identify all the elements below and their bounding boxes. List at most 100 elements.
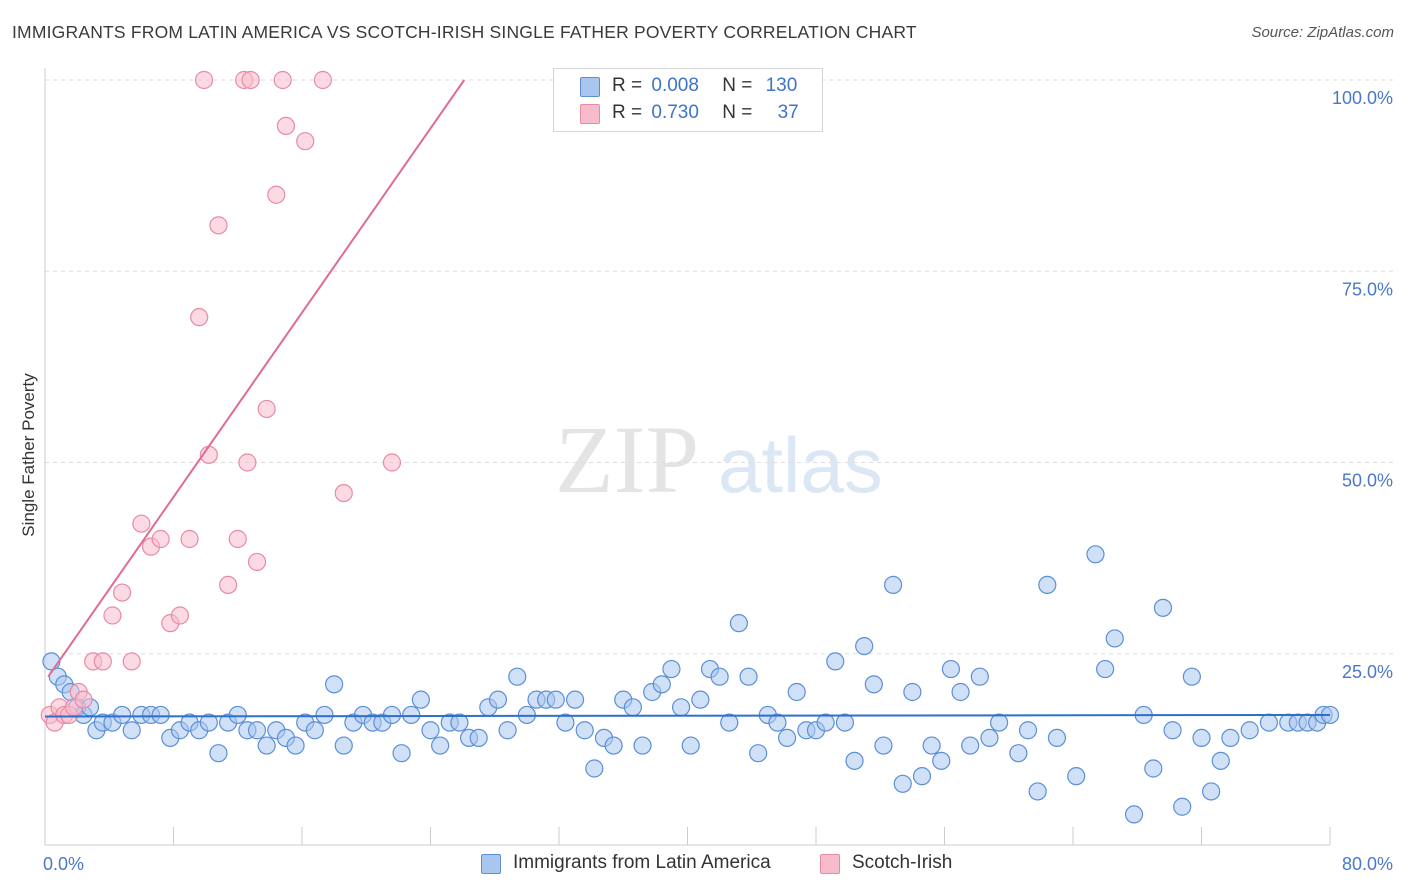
latin-america-point <box>720 713 739 732</box>
scotch-irish-point <box>257 399 276 419</box>
chart-title: IMMIGRANTS FROM LATIN AMERICA VS SCOTCH-… <box>12 22 917 42</box>
latin-america-point <box>1009 744 1028 763</box>
watermark-atlas: atlas <box>718 421 883 509</box>
n-value: 130 <box>765 75 798 96</box>
scotch-irish-point <box>382 453 402 472</box>
scotch-irish-point <box>241 70 260 90</box>
latin-america-point <box>826 652 845 671</box>
latin-america-point <box>431 736 450 755</box>
latin-america-point <box>392 744 411 763</box>
scotch-irish-point <box>334 484 353 503</box>
trend-line-latin-america <box>44 713 1331 718</box>
trend-line-scotch-irish <box>47 79 466 678</box>
legend-swatch-blue <box>481 854 501 874</box>
latin-america-point <box>980 728 999 748</box>
latin-america-point <box>681 736 700 755</box>
gridlines <box>45 79 1395 655</box>
r-label: R = <box>612 102 643 123</box>
scotch-irish-point <box>273 70 292 90</box>
scotch-irish-point <box>93 652 112 671</box>
latin-america-point <box>1086 545 1105 564</box>
latin-america-point <box>1096 659 1115 679</box>
latin-america-point <box>1182 667 1201 686</box>
scotch-irish-point <box>103 606 122 625</box>
legend-swatch-blue <box>580 77 600 97</box>
legend-label: Immigrants from Latin America <box>513 852 771 873</box>
latin-america-point <box>122 721 141 740</box>
x-tick-labels: 0.0% 80.0% <box>43 854 1393 874</box>
series-scotch-irish-points <box>40 70 402 732</box>
latin-america-point <box>151 705 170 725</box>
series-latin-america-points <box>42 545 1340 824</box>
scotch-irish-point <box>313 70 332 90</box>
latin-america-point <box>1221 728 1240 748</box>
latin-america-point <box>508 667 527 686</box>
latin-america-point <box>334 736 353 755</box>
latin-america-point <box>671 698 691 717</box>
latin-america-point <box>691 690 710 709</box>
x-tick-label-min: 0.0% <box>43 854 84 874</box>
latin-america-point <box>903 682 922 702</box>
latin-america-point <box>816 713 835 732</box>
latin-america-point <box>922 736 941 755</box>
latin-america-point <box>488 690 508 709</box>
scotch-irish-point <box>276 116 296 136</box>
latin-america-point <box>305 721 324 740</box>
legend-swatch-pink <box>820 854 840 874</box>
scotch-irish-point <box>122 652 141 671</box>
latin-america-point <box>951 682 970 702</box>
latin-america-point <box>1202 782 1221 801</box>
n-label: N = <box>722 102 753 123</box>
latin-america-point <box>1067 767 1086 786</box>
latin-america-point <box>729 614 749 633</box>
scotch-irish-point <box>219 575 238 595</box>
y-tick-label-2: 75.0% <box>1342 279 1393 299</box>
trend-lines <box>44 79 1331 718</box>
scotch-irish-point <box>112 583 132 602</box>
latin-america-point <box>787 682 806 702</box>
n-label: N = <box>722 75 753 96</box>
latin-america-point <box>970 667 989 686</box>
scotch-irish-point <box>296 132 315 151</box>
latin-america-point <box>662 659 681 679</box>
latin-america-point <box>575 721 594 740</box>
latin-america-point <box>199 713 218 732</box>
latin-america-point <box>42 652 61 671</box>
latin-america-point <box>883 575 903 595</box>
latin-america-point <box>1018 721 1038 740</box>
latin-america-point <box>585 759 604 778</box>
latin-america-point <box>469 728 488 748</box>
latin-america-point <box>382 705 402 725</box>
latin-america-point <box>941 659 961 679</box>
latin-america-point <box>565 690 585 709</box>
latin-america-point <box>912 767 932 786</box>
scotch-irish-point <box>180 529 199 549</box>
latin-america-point <box>1173 797 1192 816</box>
latin-america-point <box>874 736 893 755</box>
legend-stats-latin-america: R = 0.008 N = 130 <box>612 75 797 97</box>
latin-america-point <box>411 690 430 709</box>
latin-america-point <box>450 713 469 732</box>
r-value: 0.008 <box>651 75 699 96</box>
latin-america-point <box>1153 598 1173 617</box>
latin-america-point <box>864 675 883 694</box>
latin-america-point <box>1211 751 1230 770</box>
legend-label: Scotch-Irish <box>852 852 953 873</box>
y-tick-label-3: 100.0% <box>1332 88 1393 108</box>
latin-america-point <box>739 667 758 686</box>
r-label: R = <box>612 75 643 96</box>
latin-america-point <box>604 736 623 755</box>
latin-america-point <box>961 736 980 755</box>
latin-america-point <box>1124 805 1144 824</box>
latin-america-point <box>286 736 305 755</box>
x-tick-label-max: 80.0% <box>1342 854 1393 874</box>
scotch-irish-point <box>247 552 267 572</box>
scotch-irish-point <box>238 453 257 472</box>
latin-america-point <box>498 721 517 740</box>
latin-america-point <box>623 698 642 717</box>
latin-america-point <box>112 705 132 725</box>
latin-america-point <box>845 751 864 770</box>
scotch-irish-point <box>74 690 93 709</box>
latin-america-point <box>777 728 797 748</box>
